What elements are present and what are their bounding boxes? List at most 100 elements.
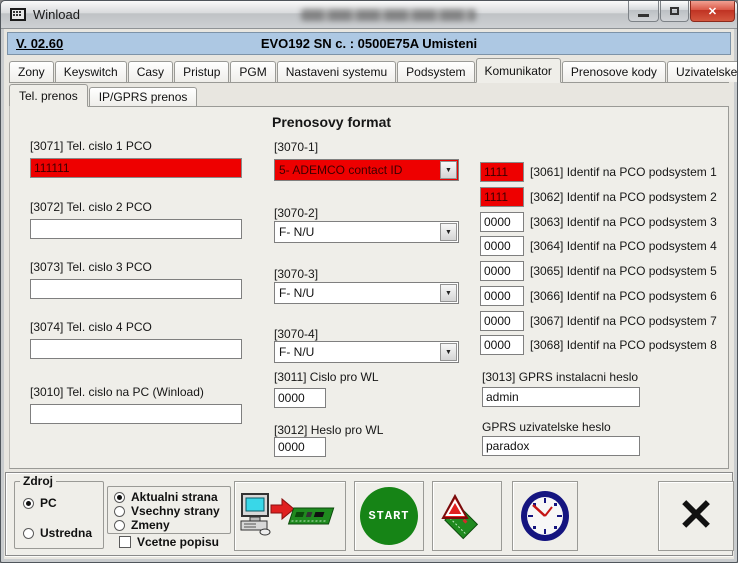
radio-label: Ustredna (40, 526, 93, 540)
format-3-select[interactable]: F- N/U ▼ (274, 282, 459, 304)
ident-podsystem-1-input[interactable] (480, 162, 524, 182)
tab-nastaveni-systemu[interactable]: Nastaveni systemu (276, 61, 397, 82)
radio-label: Aktualni strana (131, 490, 218, 504)
tab-prenosove-kody[interactable]: Prenosove kody (561, 61, 666, 82)
ident-podsystem-5-input[interactable] (480, 261, 524, 281)
format-2-value: F- N/U (279, 225, 315, 239)
tab-komunikator[interactable]: Komunikator (475, 58, 561, 83)
field-label-3010: [3010] Tel. cislo na PC (Winload) (30, 385, 204, 399)
field-label-3012: [3012] Heslo pro WL (274, 423, 384, 437)
chevron-down-icon[interactable]: ▼ (440, 343, 457, 361)
tel-4-pco-input[interactable] (30, 339, 242, 359)
tab-zony[interactable]: Zony (9, 61, 54, 82)
ident-label-3067: [3067] Identif na PCO podsystem 7 (530, 314, 717, 328)
field-label-gprs-user: GPRS uzivatelske heslo (482, 420, 611, 434)
device-info: EVO192 SN c. : 0500E75A Umisteni (260, 36, 478, 51)
ident-podsystem-6-input[interactable] (480, 286, 524, 306)
format-2-select[interactable]: F- N/U ▼ (274, 221, 459, 243)
combo-label-3070-1: [3070-1] (274, 140, 319, 154)
subtab-ip-gprs-prenos[interactable]: IP/GPRS prenos (88, 87, 198, 106)
tel-3-pco-input[interactable] (30, 279, 242, 299)
ident-podsystem-2-input[interactable] (480, 187, 524, 207)
field-label-3011: [3011] Cislo pro WL (274, 370, 379, 384)
checkbox-vcetne-popisu[interactable]: Vcetne popisu (119, 535, 219, 549)
radio-source-pc[interactable]: PC (23, 496, 57, 510)
tab-pgm[interactable]: PGM (230, 61, 276, 82)
tab-casy[interactable]: Casy (127, 61, 174, 82)
ident-podsystem-4-input[interactable] (480, 236, 524, 256)
schedule-button[interactable] (512, 481, 578, 551)
tab-pristup[interactable]: Pristup (174, 61, 230, 82)
tel-pc-winload-input[interactable] (30, 404, 242, 424)
radio-icon (114, 491, 125, 503)
radio-vsechny-strany[interactable]: Vsechny strany (114, 504, 220, 518)
window-title: Winload (33, 7, 80, 22)
tab-keyswitch[interactable]: Keyswitch (54, 61, 127, 82)
ident-label-3068: [3068] Identif na PCO podsystem 8 (530, 338, 717, 352)
exit-x-icon: ✕ (677, 491, 715, 540)
main-tab-strip: Zony Keyswitch Casy Pristup PGM Nastaven… (9, 58, 737, 83)
tab-podsystem[interactable]: Podsystem (397, 61, 475, 82)
tab-uzivatelske-kody[interactable]: Uzivatelske kody (666, 61, 737, 82)
cislo-pro-wl-input[interactable] (274, 388, 326, 408)
app-icon (10, 8, 26, 21)
maximize-icon (670, 7, 679, 15)
start-icon: START (360, 487, 418, 545)
ident-label-3065: [3065] Identif na PCO podsystem 5 (530, 264, 717, 278)
radio-aktualni-strana[interactable]: Aktualni strana (114, 490, 218, 504)
checkbox-icon (119, 536, 131, 548)
subtab-tel-prenos[interactable]: Tel. prenos (9, 84, 88, 107)
radio-source-ustredna[interactable]: Ustredna (23, 526, 92, 540)
exit-button[interactable]: ✕ (658, 481, 734, 551)
minimize-icon (638, 13, 649, 17)
ident-podsystem-7-input[interactable] (480, 311, 524, 331)
format-1-select[interactable]: 5- ADEMCO contact ID ▼ (274, 159, 459, 181)
ident-label-3066: [3066] Identif na PCO podsystem 6 (530, 289, 717, 303)
ident-label-3064: [3064] Identif na PCO podsystem 4 (530, 239, 717, 253)
ident-podsystem-3-input[interactable] (480, 212, 524, 232)
field-label-3013: [3013] GPRS instalacni heslo (482, 370, 639, 384)
gprs-user-password-input[interactable] (482, 436, 640, 456)
tel-1-pco-input[interactable] (30, 158, 242, 178)
sub-tab-strip: Tel. prenos IP/GPRS prenos (9, 83, 729, 107)
radio-label: Zmeny (131, 518, 170, 532)
warning-board-icon (441, 493, 479, 540)
send-pc-to-panel-button[interactable] (234, 481, 346, 551)
clock-icon (521, 491, 569, 541)
radio-icon (114, 505, 125, 517)
combo-label-3070-2: [3070-2] (274, 206, 319, 220)
chevron-down-icon[interactable]: ▼ (440, 223, 457, 241)
footer-panel: Zdroj PC Ustredna Aktualni strana Vsechn… (5, 472, 734, 556)
page-scope-groupbox: Aktualni strana Vsechny strany Zmeny (107, 486, 231, 534)
tel-2-pco-input[interactable] (30, 219, 242, 239)
format-4-select[interactable]: F- N/U ▼ (274, 341, 459, 363)
field-label-3073: [3073] Tel. cislo 3 PCO (30, 260, 152, 274)
info-bar: V. 02.60 EVO192 SN c. : 0500E75A Umisten… (7, 32, 731, 55)
maximize-button[interactable] (660, 1, 689, 22)
format-4-value: F- N/U (279, 345, 315, 359)
field-label-3074: [3074] Tel. cislo 4 PCO (30, 320, 152, 334)
radio-icon (23, 527, 34, 539)
version-link[interactable]: V. 02.60 (16, 36, 64, 51)
close-button[interactable]: ✕ (690, 1, 735, 22)
radio-zmeny[interactable]: Zmeny (114, 518, 170, 532)
title-bar: Winload ✕ (1, 1, 737, 29)
pc-to-panel-icon (240, 493, 335, 536)
format-1-value: 5- ADEMCO contact ID (279, 163, 403, 177)
tel-prenos-panel: Prenosovy format [3071] Tel. cislo 1 PCO… (9, 107, 729, 469)
close-icon: ✕ (707, 5, 718, 18)
radio-label: PC (40, 496, 57, 510)
zdroj-groupbox: Zdroj PC Ustredna (14, 474, 104, 549)
start-button[interactable]: START (354, 481, 424, 551)
chevron-down-icon[interactable]: ▼ (440, 284, 457, 302)
verify-button[interactable] (432, 481, 502, 551)
checkbox-label: Vcetne popisu (137, 535, 220, 549)
gprs-install-password-input[interactable] (482, 387, 640, 407)
ident-label-3062: [3062] Identif na PCO podsystem 2 (530, 190, 717, 204)
heslo-pro-wl-input[interactable] (274, 437, 326, 457)
radio-icon (114, 519, 125, 531)
chevron-down-icon[interactable]: ▼ (440, 161, 457, 179)
ident-podsystem-8-input[interactable] (480, 335, 524, 355)
minimize-button[interactable] (628, 1, 659, 22)
